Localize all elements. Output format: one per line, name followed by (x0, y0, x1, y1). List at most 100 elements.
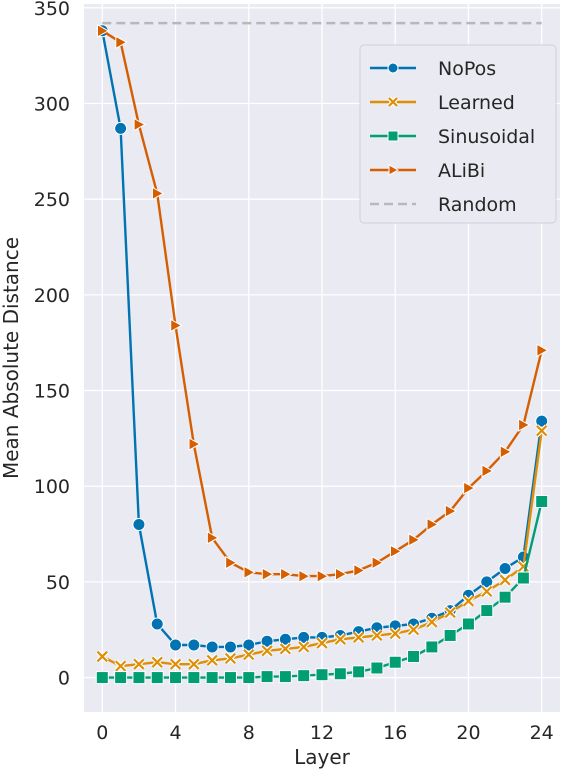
x-tick-label: 8 (243, 722, 255, 744)
data-point-learned (334, 633, 346, 645)
data-point-sinusoidal (114, 671, 128, 685)
x-tick-label: 20 (456, 722, 480, 744)
data-point-alibi (243, 565, 256, 580)
data-point-alibi (536, 343, 549, 358)
data-point-sinusoidal (242, 671, 256, 685)
legend-label-nopos: NoPos (438, 58, 496, 80)
data-point-learned (426, 616, 438, 628)
x-tick-label: 24 (530, 722, 554, 744)
data-point-alibi (316, 569, 330, 583)
data-point-sinusoidal (461, 617, 475, 631)
data-point-learned (536, 425, 548, 437)
data-point-sinusoidal (516, 571, 530, 585)
legend-marker-alibi (388, 164, 400, 176)
data-point-alibi (151, 186, 165, 201)
data-point-sinusoidal (333, 667, 347, 681)
data-point-nopos (169, 638, 183, 652)
data-point-alibi (389, 544, 403, 559)
data-point-nopos (223, 640, 237, 654)
data-point-learned (151, 656, 163, 668)
y-tick-label: 200 (34, 285, 70, 307)
data-point-learned (389, 627, 401, 640)
data-point-learned (243, 649, 255, 661)
data-point-nopos (260, 634, 274, 648)
data-point-learned (353, 631, 365, 643)
data-point-sinusoidal (535, 495, 549, 509)
series-sinusoidal (95, 495, 549, 685)
data-point-learned (481, 585, 493, 598)
data-point-alibi (335, 567, 348, 582)
data-point-alibi (261, 567, 275, 582)
data-point-alibi (170, 318, 183, 333)
data-point-sinusoidal (480, 604, 494, 618)
data-point-learned (371, 629, 383, 642)
data-point-sinusoidal (370, 661, 384, 675)
data-point-nopos (480, 575, 494, 589)
data-point-sinusoidal (169, 671, 183, 685)
y-tick-label: 0 (58, 668, 70, 690)
legend-label-sinusoidal: Sinusoidal (438, 126, 535, 148)
data-point-learned (188, 658, 200, 670)
data-point-sinusoidal (205, 671, 219, 685)
y-tick-label: 250 (34, 189, 70, 211)
data-point-sinusoidal (425, 640, 439, 654)
data-point-alibi (408, 532, 421, 547)
legend-label-learned: Learned (438, 92, 515, 114)
data-point-alibi (97, 23, 110, 38)
series-alibi (97, 23, 549, 583)
x-axis-label: Layer (294, 745, 351, 769)
legend-box (359, 44, 557, 224)
legend-entry-alibi: ALiBi (370, 160, 485, 182)
data-point-learned (261, 645, 273, 657)
data-point-alibi (499, 444, 513, 459)
y-tick-label: 300 (34, 94, 70, 116)
data-point-alibi (518, 418, 531, 432)
legend-entry-learned: Learned (370, 92, 515, 114)
legend: NoPos Learned Sinusoidal ALiBi Random (359, 44, 557, 224)
y-tick-label: 150 (34, 381, 70, 403)
data-point-learned (444, 606, 456, 619)
data-point-alibi (280, 567, 293, 582)
data-point-alibi (463, 481, 476, 495)
data-point-learned (133, 658, 145, 670)
data-point-alibi (225, 555, 238, 570)
data-point-nopos (114, 121, 128, 135)
x-tick-label: 0 (96, 722, 108, 744)
legend-entry-nopos: NoPos (370, 58, 496, 80)
data-point-nopos (297, 630, 311, 644)
data-point-sinusoidal (443, 628, 457, 642)
data-point-learned (407, 624, 420, 636)
data-point-learned (279, 643, 291, 655)
data-point-nopos (278, 632, 292, 646)
data-point-nopos (187, 638, 201, 652)
legend-entry-sinusoidal: Sinusoidal (370, 126, 535, 148)
data-point-learned (462, 595, 475, 607)
data-point-sinusoidal (498, 590, 512, 604)
data-point-sinusoidal (278, 670, 292, 684)
data-point-nopos (132, 517, 146, 531)
data-point-sinusoidal (187, 671, 201, 685)
data-point-nopos (242, 638, 256, 652)
data-point-sinusoidal (223, 671, 237, 685)
y-axis-label: Mean Absolute Distance (0, 237, 23, 479)
data-point-nopos (150, 617, 164, 631)
data-point-sinusoidal (407, 650, 421, 664)
data-point-nopos (498, 561, 512, 575)
x-tick-label: 4 (169, 722, 181, 744)
data-point-alibi (298, 569, 311, 583)
legend-marker-sinusoidal (387, 130, 399, 142)
data-point-learned (499, 574, 511, 586)
data-point-learned (298, 641, 310, 653)
data-point-nopos (535, 414, 549, 428)
data-point-learned (224, 652, 237, 664)
data-point-alibi (133, 117, 146, 132)
data-point-learned (115, 660, 127, 672)
legend-label-alibi: ALiBi (438, 160, 485, 182)
legend-label-random: Random (438, 194, 517, 216)
x-tick-label: 16 (383, 722, 407, 744)
data-point-alibi (115, 35, 128, 50)
data-point-sinusoidal (388, 655, 402, 669)
data-point-sinusoidal (150, 671, 164, 685)
data-point-learned (169, 658, 182, 670)
